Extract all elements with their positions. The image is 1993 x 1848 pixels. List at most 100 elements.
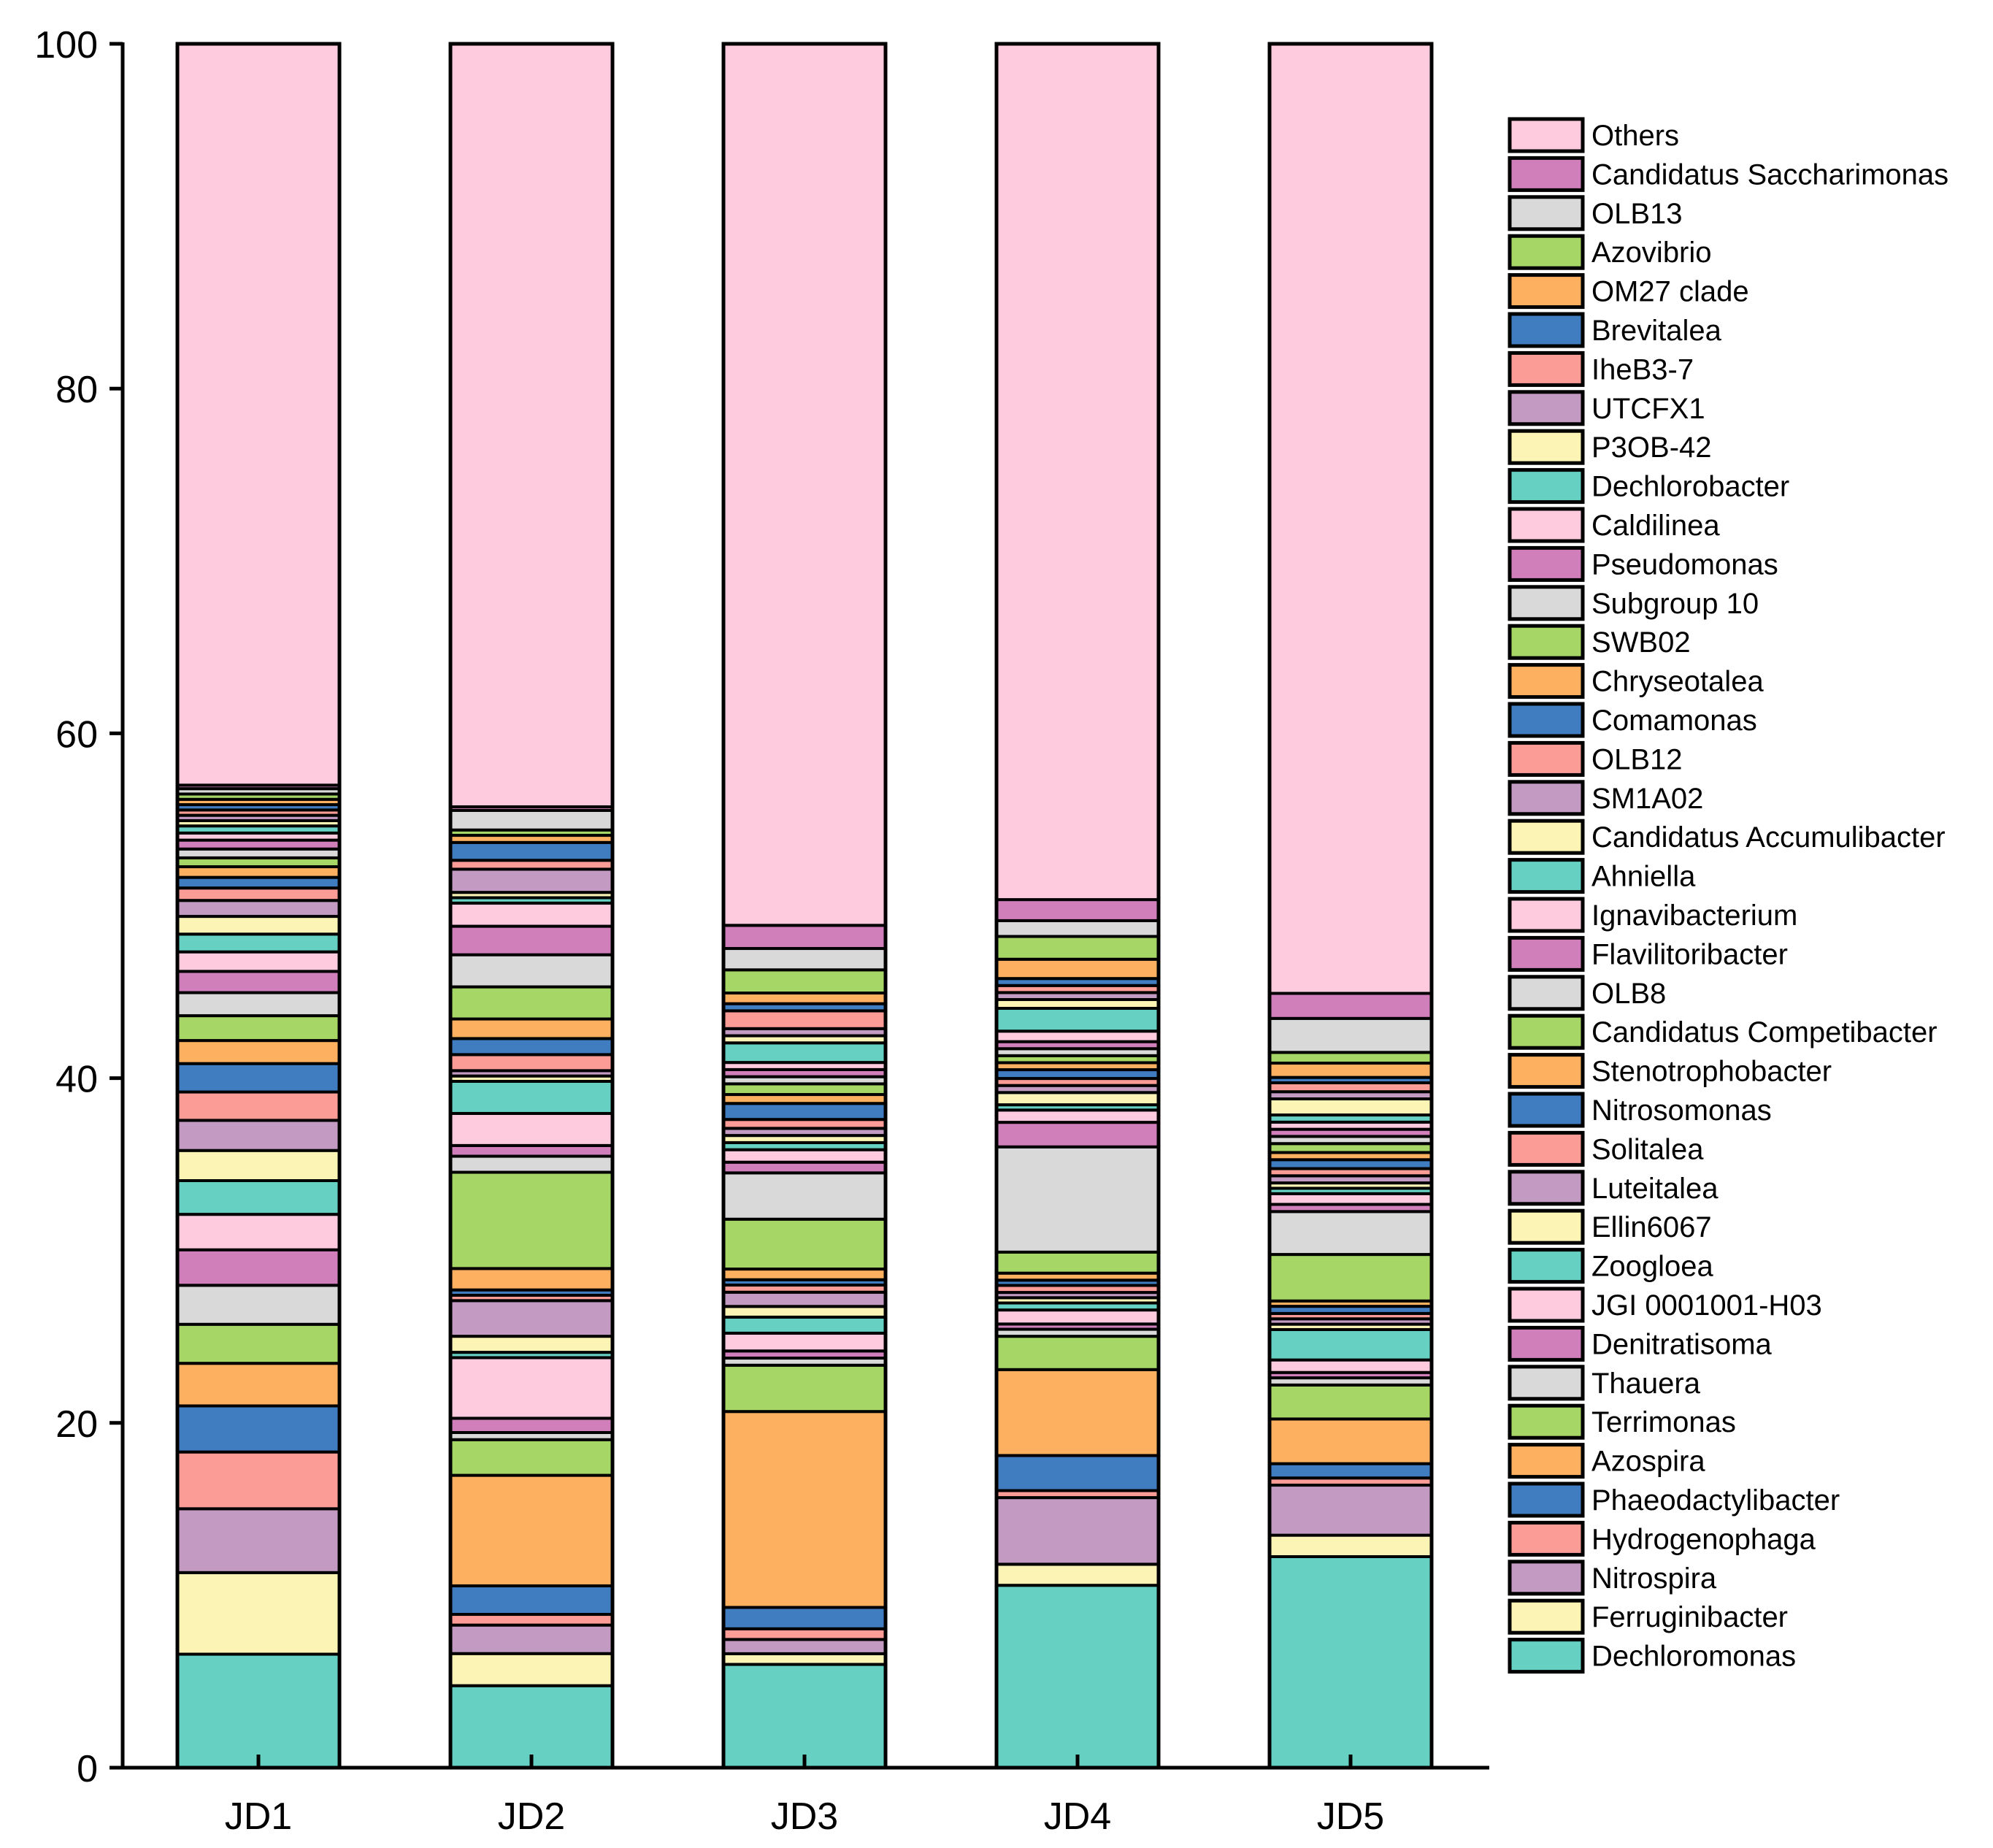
legend-swatch-hydrogenophaga: [1508, 1520, 1585, 1557]
segment-jd2-chryseotalea: [449, 1017, 614, 1040]
segment-jd2-phaeodactylibacter: [449, 1584, 614, 1617]
legend-label-zoogloea: Zoogloea: [1591, 1251, 1714, 1283]
bar-jd2: [448, 42, 615, 1770]
legend-label-nitrospira: Nitrospira: [1591, 1563, 1717, 1595]
segment-jd5-om27-clade: [1268, 1062, 1433, 1079]
segment-jd1-phaeodactylibacter: [176, 1404, 341, 1454]
y-tick-label-20: 20: [55, 1403, 98, 1446]
segment-jd1-zoogloea: [176, 1178, 341, 1216]
segment-jd2-comamonas: [449, 1037, 614, 1057]
segment-jd2-brevitalea: [449, 840, 614, 862]
segment-jd2-swb02: [449, 985, 614, 1021]
legend-label-iheb3-7: IheB3-7: [1591, 353, 1694, 386]
legend-item-nitrospira: Nitrospira: [1508, 1560, 1717, 1596]
legend-label-olb13: OLB13: [1591, 198, 1683, 230]
segment-jd3-candidatus-competibacter: [722, 1217, 887, 1271]
legend-swatch-candidatus-competibacter: [1508, 1013, 1585, 1050]
legend-swatch-nitrospira: [1508, 1560, 1585, 1596]
legend-label-flavilitoribacter: Flavilitoribacter: [1591, 938, 1788, 970]
legend-label-jgi-0001001-h03: JGI 0001001-H03: [1591, 1289, 1822, 1322]
segment-jd2-ignavibacterium: [449, 1111, 614, 1147]
segment-jd1-luteitalea: [176, 1119, 341, 1152]
legend-label-subgroup-10: Subgroup 10: [1591, 588, 1759, 620]
segment-jd3-azovibrio: [722, 968, 887, 995]
legend-label-denitratisoma: Denitratisoma: [1591, 1328, 1773, 1360]
segment-jd3-others: [722, 42, 887, 927]
legend-label-ahniella: Ahniella: [1591, 861, 1696, 893]
segment-jd2-azospira: [449, 1473, 614, 1587]
legend-swatch-brevitalea: [1508, 312, 1585, 348]
legend-item-azospira: Azospira: [1508, 1443, 1705, 1479]
legend-label-ellin6067: Ellin6067: [1591, 1211, 1712, 1243]
legend-label-phaeodactylibacter: Phaeodactylibacter: [1591, 1484, 1840, 1517]
legend-swatch-others: [1508, 117, 1585, 153]
legend-label-brevitalea: Brevitalea: [1591, 315, 1722, 347]
legend-label-azovibrio: Azovibrio: [1591, 237, 1712, 269]
segment-jd5-others: [1268, 42, 1433, 995]
legend-swatch-nitrosomonas: [1508, 1092, 1585, 1128]
segment-jd2-candidatus-competibacter: [449, 1170, 614, 1270]
legend-item-om27-clade: OM27 clade: [1508, 273, 1749, 310]
legend-label-swb02: SWB02: [1591, 626, 1691, 659]
legend-item-zoogloea: Zoogloea: [1508, 1248, 1714, 1284]
x-tick-label-jd3: JD3: [771, 1795, 838, 1838]
bar-jd5: [1267, 42, 1434, 1770]
segment-jd2-ahniella: [449, 1079, 614, 1115]
segment-jd5-olb8: [1268, 1210, 1433, 1257]
legend-item-terrimonas: Terrimonas: [1508, 1403, 1736, 1440]
segment-jd4-dechlorobacter: [995, 1007, 1160, 1033]
legend-label-stenotrophobacter: Stenotrophobacter: [1591, 1056, 1832, 1088]
segment-jd4-ignavibacterium: [995, 1108, 1160, 1124]
segment-jd3-zoogloea: [722, 1315, 887, 1335]
segment-jd4-terrimonas: [995, 1335, 1160, 1371]
legend-swatch-caldilinea: [1508, 507, 1585, 543]
x-tick-label-jd5: JD5: [1317, 1795, 1384, 1838]
segment-jd2-luteitalea: [449, 1299, 614, 1338]
segment-jd3-stenotrophobacter: [722, 1268, 887, 1281]
bar-jd4: [994, 42, 1161, 1770]
segment-jd4-others: [995, 42, 1160, 902]
segment-jd4-dechloromonas: [995, 1584, 1160, 1769]
segment-jd5-candidatus-saccharimonas: [1268, 992, 1433, 1020]
segment-jd4-jgi-0001001-h03: [995, 1308, 1160, 1326]
legend-label-pseudomonas: Pseudomonas: [1591, 548, 1778, 580]
y-tick-label-0: 0: [77, 1748, 98, 1790]
y-tick-label-40: 40: [55, 1059, 98, 1101]
legend-item-ahniella: Ahniella: [1508, 858, 1696, 894]
segment-jd1-sm1a02: [176, 899, 341, 919]
segment-jd1-others: [176, 42, 341, 787]
segment-jd5-candidatus-competibacter: [1268, 1253, 1433, 1303]
legend-swatch-p3ob-42: [1508, 429, 1585, 465]
segment-jd5-jgi-0001001-h03: [1268, 1358, 1433, 1374]
legend-item-phaeodactylibacter: Phaeodactylibacter: [1508, 1481, 1840, 1518]
legend-label-ignavibacterium: Ignavibacterium: [1591, 900, 1797, 932]
segment-jd3-om27-clade: [722, 992, 887, 1005]
segment-jd3-dechloromonas: [722, 1663, 887, 1770]
legend-item-brevitalea: Brevitalea: [1508, 312, 1722, 348]
segment-jd2-ferruginibacter: [449, 1652, 614, 1687]
legend-item-p3ob-42: P3OB-42: [1508, 429, 1712, 465]
legend-item-olb8: OLB8: [1508, 975, 1666, 1011]
segment-jd5-dechloromonas: [1268, 1554, 1433, 1770]
x-tick-label-jd4: JD4: [1044, 1795, 1111, 1838]
legend-label-terrimonas: Terrimonas: [1591, 1406, 1736, 1438]
legend-label-dechloromonas: Dechloromonas: [1591, 1641, 1796, 1673]
legend-item-iheb3-7: IheB3-7: [1508, 350, 1694, 387]
legend-item-caldilinea: Caldilinea: [1508, 507, 1720, 543]
legend-label-utcfx1: UTCFX1: [1591, 393, 1705, 425]
legend-swatch-olb13: [1508, 195, 1585, 231]
segment-jd3-nitrospira: [722, 1638, 887, 1655]
legend-swatch-dechloromonas: [1508, 1638, 1585, 1674]
segment-jd2-subgroup-10: [449, 953, 614, 989]
x-tick-label-jd2: JD2: [498, 1795, 565, 1838]
segment-jd1-dechloromonas: [176, 1652, 341, 1769]
legend-swatch-azospira: [1508, 1443, 1585, 1479]
legend-swatch-ferruginibacter: [1508, 1598, 1585, 1635]
segment-jd3-ignavibacterium: [722, 1148, 887, 1164]
segment-jd4-candidatus-competibacter: [995, 1250, 1160, 1275]
segment-jd5-azospira: [1268, 1417, 1433, 1465]
segment-jd2-olb8: [449, 1154, 614, 1174]
segment-jd4-azospira: [995, 1368, 1160, 1457]
segment-jd3-candidatus-saccharimonas: [722, 924, 887, 951]
